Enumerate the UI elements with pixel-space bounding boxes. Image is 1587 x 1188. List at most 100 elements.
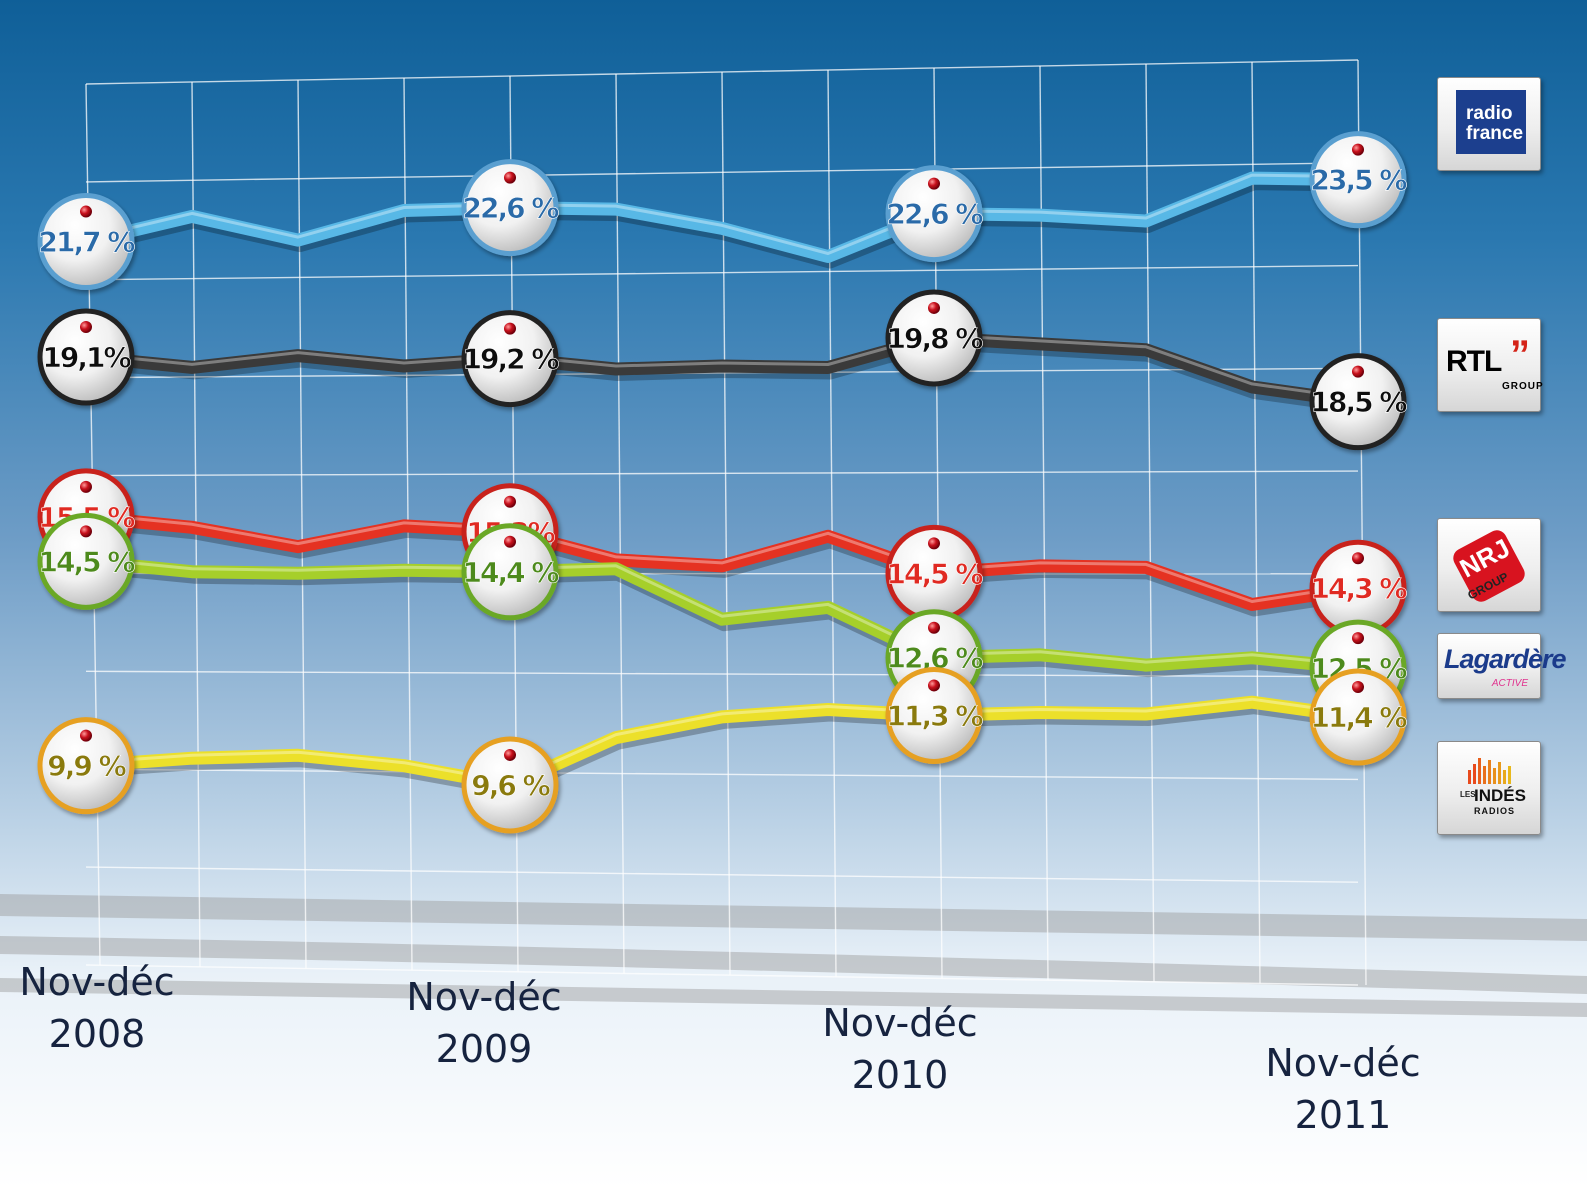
radio-france-line1: radio bbox=[1466, 103, 1513, 124]
series-highlight bbox=[85, 173, 1359, 255]
value-label: 11,3 % bbox=[885, 666, 986, 764]
value-pin bbox=[504, 495, 516, 508]
value-pin bbox=[928, 301, 940, 314]
x-tick-label: Nov-déc bbox=[1265, 1041, 1420, 1085]
series-highlight bbox=[85, 333, 1359, 401]
value-label: 19,1% bbox=[37, 308, 135, 406]
value-label: 9,9 % bbox=[37, 717, 135, 815]
value-bubble bbox=[461, 736, 559, 834]
value-labels: 21,7 % 22,6 % 22,6 % 23,5 % 19,1% 19,2 % 19,8 … bbox=[37, 131, 1410, 834]
grid-vline bbox=[297, 79, 307, 969]
grid-vline bbox=[615, 73, 625, 974]
value-pin bbox=[80, 729, 92, 742]
x-axis-labels: Nov-déc 2008 Nov-déc 2009 Nov-déc 2010 Nov-déc… bbox=[19, 960, 1420, 1137]
rtl-name: RTL bbox=[1446, 345, 1502, 378]
floor-streak bbox=[0, 978, 1587, 1017]
lagardere-active-logo: Lagardère ACTIVE bbox=[1437, 633, 1567, 699]
radio-france-line2: france bbox=[1466, 123, 1524, 144]
value-pin bbox=[1352, 143, 1364, 156]
series-highlight bbox=[85, 697, 1359, 784]
value-text: 14,5 % bbox=[39, 545, 136, 578]
les-indes-radios-logo: LES INDÉS RADIOS bbox=[1437, 741, 1541, 835]
chart-grid bbox=[85, 59, 1367, 986]
value-bubble bbox=[461, 523, 559, 621]
series-line bbox=[79, 171, 1365, 263]
value-text: 9,6 % bbox=[471, 769, 550, 802]
series-lines bbox=[79, 171, 1365, 797]
indes-radios-text: RADIOS bbox=[1474, 806, 1516, 816]
rtl-group-logo: RTL ” GROUP bbox=[1437, 318, 1544, 412]
value-pin bbox=[504, 535, 516, 548]
value-label: 22,6 % bbox=[885, 165, 986, 263]
grid-vline bbox=[1251, 61, 1261, 984]
value-bubble bbox=[1309, 668, 1407, 766]
value-pin bbox=[928, 621, 940, 634]
value-label: 22,6 % bbox=[461, 159, 562, 257]
value-label: 18,5 % bbox=[1309, 353, 1410, 451]
floor-shadow bbox=[0, 894, 1587, 1017]
grid-hline bbox=[85, 470, 1359, 477]
rtl-quote-mark: ” bbox=[1510, 333, 1530, 377]
value-text: 23,5 % bbox=[1311, 164, 1408, 197]
lagardere-name: Lagardère bbox=[1444, 644, 1567, 674]
radio-france-logo: radio france bbox=[1437, 77, 1541, 171]
x-tick-label: 2011 bbox=[1295, 1093, 1392, 1137]
indes-name: INDÉS bbox=[1474, 786, 1526, 805]
grid-hline bbox=[85, 670, 1359, 678]
value-label: 11,4 % bbox=[1309, 668, 1410, 766]
series-line bbox=[79, 695, 1365, 792]
value-text: 22,6 % bbox=[887, 198, 984, 231]
grid-hline bbox=[85, 964, 1359, 986]
grid-hline bbox=[85, 264, 1359, 281]
value-label: 21,7 % bbox=[37, 193, 138, 291]
value-text: 14,5 % bbox=[887, 557, 984, 590]
value-label: 14,4 % bbox=[461, 523, 562, 621]
floor-streak bbox=[0, 894, 1587, 941]
grid-hline bbox=[85, 162, 1359, 183]
grid-vline bbox=[827, 69, 837, 977]
nrj-group-logo: NRJ GROUP bbox=[1437, 518, 1541, 612]
value-pin bbox=[928, 679, 940, 692]
value-bubble bbox=[461, 159, 559, 257]
value-pin bbox=[80, 205, 92, 218]
value-pin bbox=[80, 321, 92, 334]
value-bubble bbox=[37, 717, 135, 815]
value-text: 19,1% bbox=[42, 341, 131, 374]
grid-vline bbox=[721, 71, 731, 976]
value-bubble bbox=[1309, 131, 1407, 229]
value-pin bbox=[928, 177, 940, 190]
rtl-group-text: GROUP bbox=[1502, 381, 1544, 392]
value-bubble bbox=[37, 512, 135, 610]
value-label: 9,6 % bbox=[461, 736, 559, 834]
series-highlight bbox=[85, 556, 1359, 667]
lagardere-active-text: ACTIVE bbox=[1491, 678, 1528, 689]
value-text: 11,3 % bbox=[887, 699, 984, 732]
value-pin bbox=[928, 537, 940, 550]
series-highlight bbox=[85, 512, 1359, 603]
x-tick-label: 2009 bbox=[436, 1027, 533, 1071]
x-tick-label: Nov-déc bbox=[822, 1001, 977, 1045]
value-bubble bbox=[461, 310, 559, 408]
value-label: 14,5 % bbox=[885, 524, 986, 622]
grid-vline bbox=[1145, 63, 1155, 982]
value-bubble bbox=[37, 193, 135, 291]
grid-hline bbox=[85, 367, 1359, 379]
x-tick-label: Nov-déc bbox=[19, 960, 174, 1004]
series-line bbox=[79, 554, 1365, 675]
value-pin bbox=[1352, 681, 1364, 693]
value-text: 22,6 % bbox=[463, 192, 560, 225]
value-text: 14,4 % bbox=[463, 556, 560, 589]
value-text: 18,5 % bbox=[1311, 386, 1408, 419]
value-bubble bbox=[885, 165, 983, 263]
value-text: 9,9 % bbox=[47, 750, 126, 783]
x-tick-label: 2010 bbox=[852, 1053, 949, 1097]
grid-hline bbox=[85, 59, 1359, 85]
value-pin bbox=[1352, 365, 1364, 378]
value-pin bbox=[80, 525, 92, 538]
indes-les-text: LES bbox=[1460, 790, 1476, 799]
value-pin bbox=[1352, 552, 1364, 565]
value-label: 19,8 % bbox=[885, 289, 986, 387]
value-bubble bbox=[885, 666, 983, 764]
value-bubble bbox=[37, 308, 135, 406]
